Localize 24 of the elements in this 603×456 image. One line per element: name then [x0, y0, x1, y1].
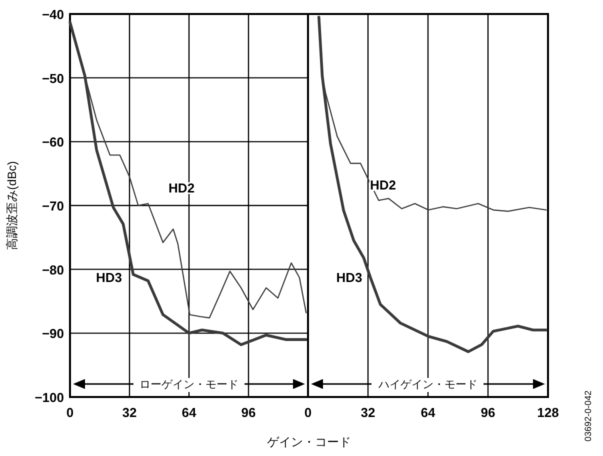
x-tick-label: 96: [241, 405, 256, 420]
series-label: HD3: [96, 270, 122, 286]
annotation: ハイゲイン・モード: [378, 379, 478, 391]
series-label: HD2: [370, 178, 396, 193]
x-tick-label: 0: [304, 405, 312, 420]
annotation: ローゲイン・モード: [140, 379, 238, 391]
series-label: HD3: [336, 270, 362, 286]
x-tick-label: 0: [66, 405, 74, 420]
x-tick-label: 32: [122, 405, 137, 420]
y-tick-label: −40: [42, 7, 64, 22]
y-axis-title: 高調波歪み(dBc): [5, 161, 19, 250]
y-tick-label: −60: [42, 134, 64, 150]
x-tick-label: 64: [420, 405, 436, 420]
y-tick-label: −80: [42, 262, 64, 278]
y-tick-label: −90: [42, 326, 64, 342]
x-axis-title: ゲイン・コード: [267, 435, 351, 449]
y-tick-label: −50: [42, 70, 64, 86]
y-tick-label: −100: [34, 390, 64, 405]
y-tick-label: −70: [42, 198, 64, 214]
x-tick-label: 128: [537, 405, 559, 420]
text: 03692-0-042: [583, 390, 593, 442]
x-tick-label: 64: [182, 405, 197, 420]
x-tick-label: 96: [480, 405, 496, 420]
x-tick-label: 32: [360, 405, 376, 420]
